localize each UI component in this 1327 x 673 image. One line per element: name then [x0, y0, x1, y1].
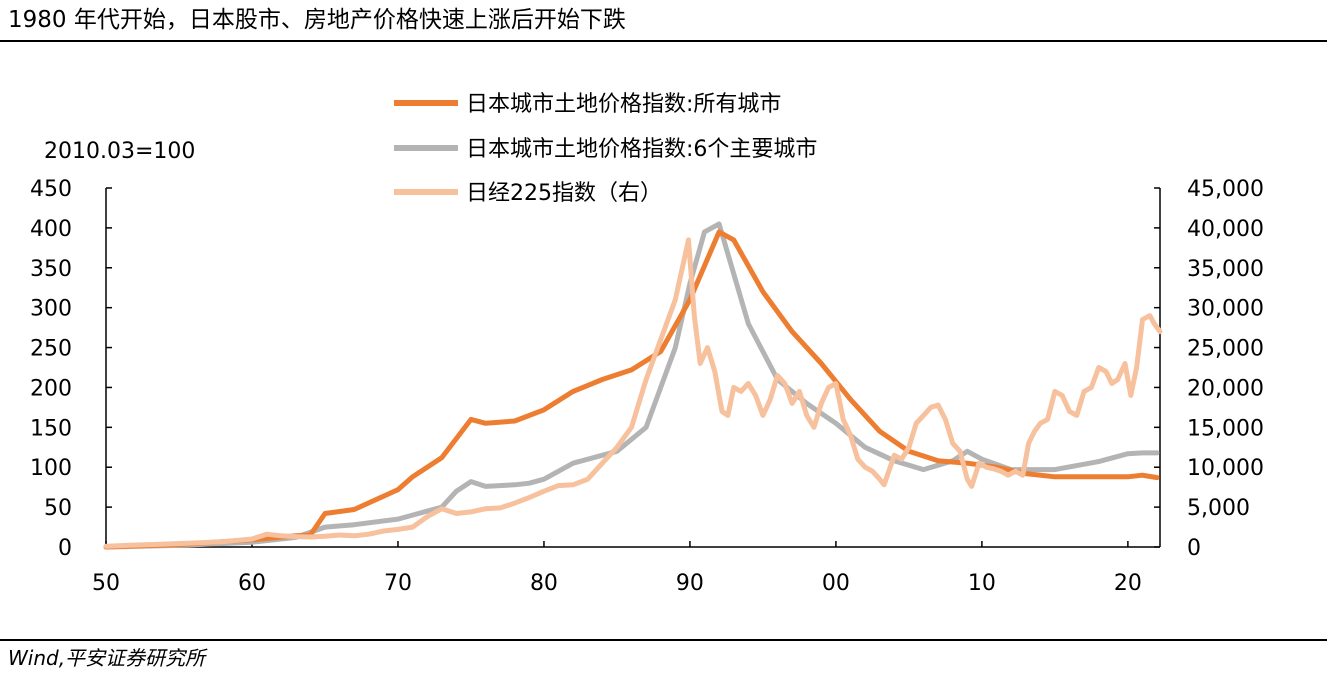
- right-tick-label: 35,000: [1187, 257, 1264, 282]
- right-tick-label: 0: [1187, 536, 1201, 561]
- x-tick-label: 00: [822, 571, 850, 596]
- footer-rule: [0, 639, 1327, 641]
- x-tick-label: 10: [968, 571, 996, 596]
- legend-item-six-cities-label: 日本城市土地价格指数:6个主要城市: [466, 137, 817, 162]
- left-tick-label: 400: [30, 217, 72, 242]
- x-tick-label: 50: [92, 571, 120, 596]
- left-tick-label: 200: [30, 376, 72, 401]
- left-tick-label: 450: [30, 177, 72, 202]
- left-tick-label: 350: [30, 257, 72, 282]
- chart-axes: 0 50 100 150 200 250 300 350 400 450 0 5,000 10,000 1…: [30, 177, 1264, 596]
- left-tick-label: 150: [30, 416, 72, 441]
- x-tick-label: 80: [530, 571, 558, 596]
- source-note: Wind,平安证券研究所: [8, 646, 206, 670]
- left-tick-label: 50: [44, 496, 72, 521]
- right-tick-label: 20,000: [1187, 376, 1264, 401]
- right-tick-label: 40,000: [1187, 217, 1264, 242]
- left-tick-label: 0: [58, 536, 72, 561]
- chart-series: [103, 221, 1163, 550]
- left-axis-unit: 2010.03=100: [44, 139, 195, 164]
- right-tick-label: 10,000: [1187, 456, 1264, 481]
- left-tick-label: 300: [30, 297, 72, 322]
- x-tick-label: 60: [238, 571, 266, 596]
- left-tick-label: 100: [30, 456, 72, 481]
- legend-item-all-cities-label: 日本城市土地价格指数:所有城市: [466, 92, 781, 117]
- header-rule: [0, 40, 1327, 42]
- x-tick-label: 20: [1114, 571, 1142, 596]
- left-tick-label: 250: [30, 337, 72, 362]
- right-tick-label: 25,000: [1187, 337, 1264, 362]
- chart-legend: 日本城市土地价格指数:所有城市日本城市土地价格指数:6个主要城市日经225指数（…: [394, 92, 817, 206]
- right-tick-label: 5,000: [1187, 496, 1250, 521]
- right-tick-label: 45,000: [1187, 177, 1264, 202]
- legend-item-nikkei-label: 日经225指数（右）: [466, 181, 662, 206]
- right-tick-label: 15,000: [1187, 416, 1264, 441]
- chart-title: 1980 年代开始，日本股市、房地产价格快速上涨后开始下跌: [8, 7, 626, 33]
- series-line-all-cities: [103, 229, 1160, 550]
- series-line-six-cities: [103, 221, 1160, 550]
- right-tick-label: 30,000: [1187, 297, 1264, 322]
- series-line-nikkei: [103, 237, 1163, 549]
- x-tick-label: 70: [384, 571, 412, 596]
- x-tick-label: 90: [676, 571, 704, 596]
